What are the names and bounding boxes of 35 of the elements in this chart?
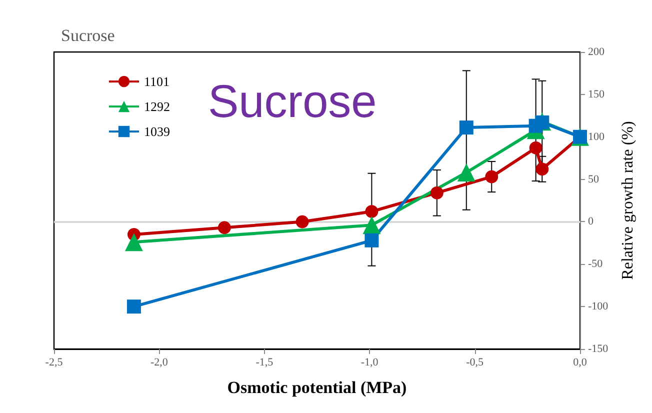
y-tick-label: -150 [588,343,609,355]
point [124,233,143,252]
y-tick-label: -100 [588,300,609,313]
point [529,141,542,154]
y-tick-label: 0 [588,216,594,228]
annotation: Sucrose [208,75,377,127]
point [365,205,378,218]
point [296,215,309,228]
point [536,162,549,176]
chart-title: Sucrose [61,26,115,45]
y-tick-label: 100 [588,130,605,143]
point [430,186,444,200]
x-tick-label: -2,0 [150,356,168,368]
point [457,163,476,182]
y-tick-label: -50 [588,258,604,270]
x-axis-title: Osmotic potential (MPa) [227,378,407,397]
x-tick-label: -1,5 [256,356,274,368]
point [218,221,231,234]
point [535,115,550,130]
point [126,300,141,314]
legend-label: 1101 [144,74,170,89]
legend-label: 1039 [144,124,170,139]
x-tick-label: -0,5 [466,356,484,368]
y-axis-title: Relative growth rate (%) [620,121,636,280]
legend-label: 1292 [144,99,170,114]
y-tick-label: 150 [588,88,605,100]
x-tick-label: -1,0 [360,356,379,368]
point [364,233,379,248]
y-tick-label: 200 [588,46,605,58]
point [485,170,498,184]
y-tick-label: 50 [588,173,600,186]
x-tick-label: 0,0 [573,356,588,368]
point [362,216,381,234]
point [459,120,474,135]
x-tick-label: -2,5 [45,356,64,368]
